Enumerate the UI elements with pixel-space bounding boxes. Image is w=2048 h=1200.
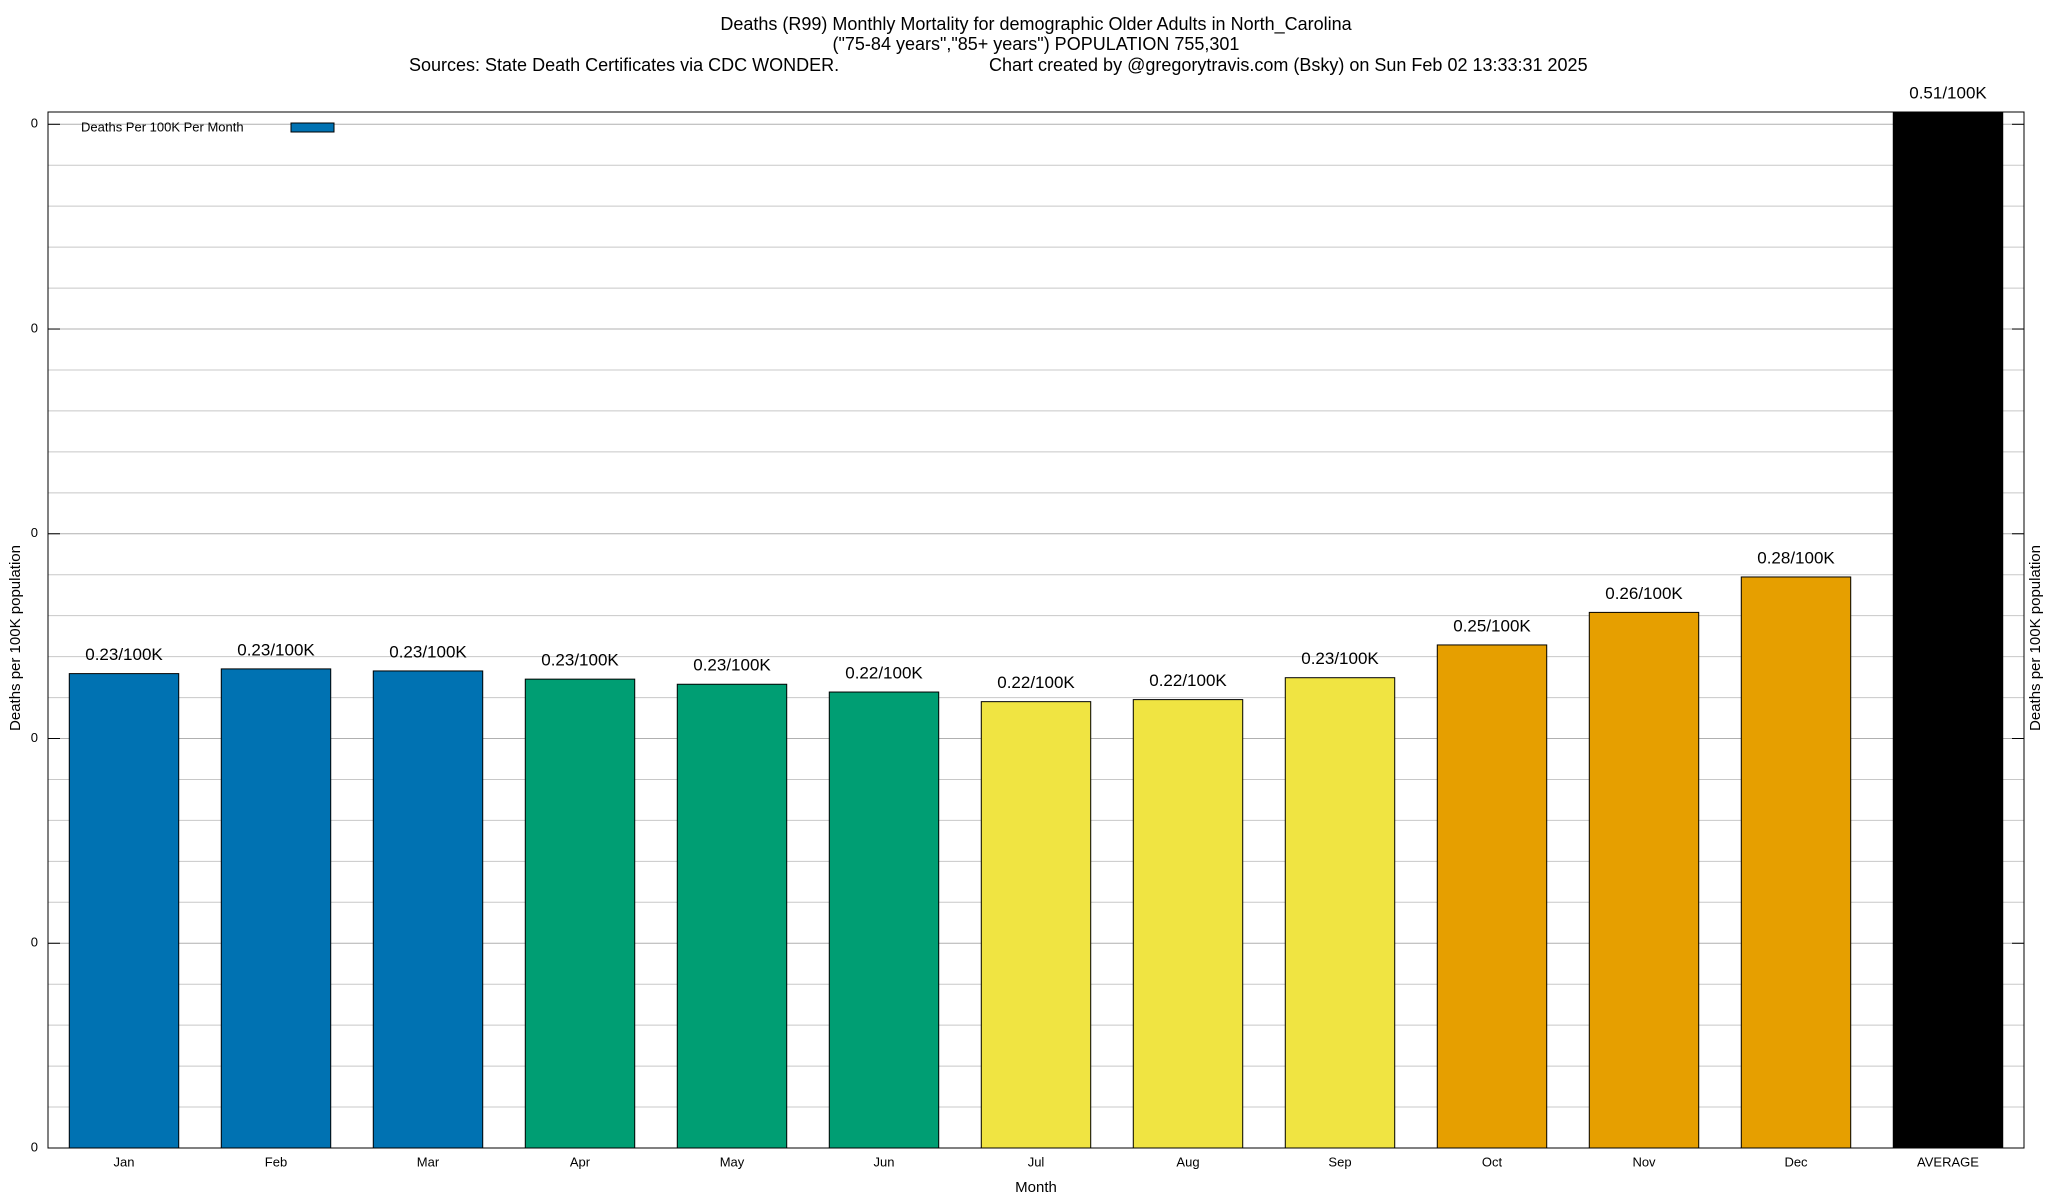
x-tick-label: Sep	[1328, 1154, 1351, 1169]
value-label: 0.23/100K	[389, 642, 467, 661]
x-tick-label: AVERAGE	[1917, 1154, 1979, 1169]
x-tick-label: Jul	[1028, 1154, 1045, 1169]
y-axis-label: Deaths per 100K population	[7, 545, 24, 731]
bar	[676, 683, 788, 1148]
bar	[68, 673, 180, 1148]
y-tick-label: 0	[31, 116, 38, 131]
value-label: 0.23/100K	[85, 645, 163, 664]
chart-subtitle: ("75-84 years","85+ years") POPULATION 7…	[833, 34, 1240, 54]
x-tick-label: Oct	[1482, 1154, 1503, 1169]
sources: Sources: State Death Certificates via CD…	[409, 55, 839, 75]
y-tick-label: 0	[31, 1139, 38, 1154]
x-tick-label: Aug	[1176, 1154, 1199, 1169]
x-tick-label: Feb	[265, 1154, 287, 1169]
x-tick-label: Dec	[1784, 1154, 1808, 1169]
x-tick-label: Jan	[114, 1154, 135, 1169]
value-label: 0.22/100K	[1149, 671, 1227, 690]
x-tick-label: Jun	[874, 1154, 895, 1169]
bar	[1740, 576, 1852, 1148]
value-label: 0.26/100K	[1605, 584, 1683, 603]
labels: 0 0 0 0 0 0 Jan Feb Mar Apr May Jun Jul Aug Sep Oct Nov D…	[31, 83, 2024, 1169]
value-label: 0.23/100K	[693, 656, 771, 675]
x-tick-label: Apr	[570, 1154, 591, 1169]
y-tick-label: 0	[31, 935, 38, 950]
bar	[980, 701, 1092, 1148]
bar	[1588, 611, 1700, 1148]
y-tick-label: 0	[31, 320, 38, 335]
bar	[828, 691, 940, 1148]
bar	[1436, 644, 1548, 1148]
value-label: 0.25/100K	[1453, 616, 1531, 635]
bar	[1284, 677, 1396, 1148]
value-label: 0.22/100K	[845, 664, 923, 683]
y2-axis-label: Deaths per 100K population	[2027, 545, 2044, 731]
bar	[372, 670, 484, 1148]
bar	[524, 678, 636, 1148]
bar	[220, 668, 332, 1148]
value-label: 0.23/100K	[1301, 649, 1379, 668]
x-tick-label: Mar	[417, 1154, 440, 1169]
x-tick-label: May	[720, 1154, 745, 1169]
credit: Chart created by @gregorytravis.com (Bsk…	[989, 55, 1588, 75]
bar	[1892, 112, 2004, 1148]
value-label: 0.28/100K	[1757, 548, 1835, 567]
chart-title: Deaths (R99) Monthly Mortality for demog…	[720, 14, 1352, 35]
x-axis-label: Month	[1015, 1179, 1057, 1196]
y-tick-label: 0	[31, 730, 38, 745]
plot-frame	[47, 111, 2025, 1149]
y-tick-label: 0	[31, 525, 38, 540]
x-tick-label: Nov	[1632, 1154, 1656, 1169]
legend-label: Deaths Per 100K Per Month	[81, 119, 244, 134]
bars	[68, 112, 2004, 1148]
value-label: 0.51/100K	[1909, 83, 1987, 102]
bar	[1132, 699, 1244, 1148]
value-label: 0.23/100K	[237, 640, 315, 659]
value-label: 0.22/100K	[997, 673, 1075, 692]
value-label: 0.23/100K	[541, 651, 619, 670]
legend-swatch	[290, 122, 335, 133]
